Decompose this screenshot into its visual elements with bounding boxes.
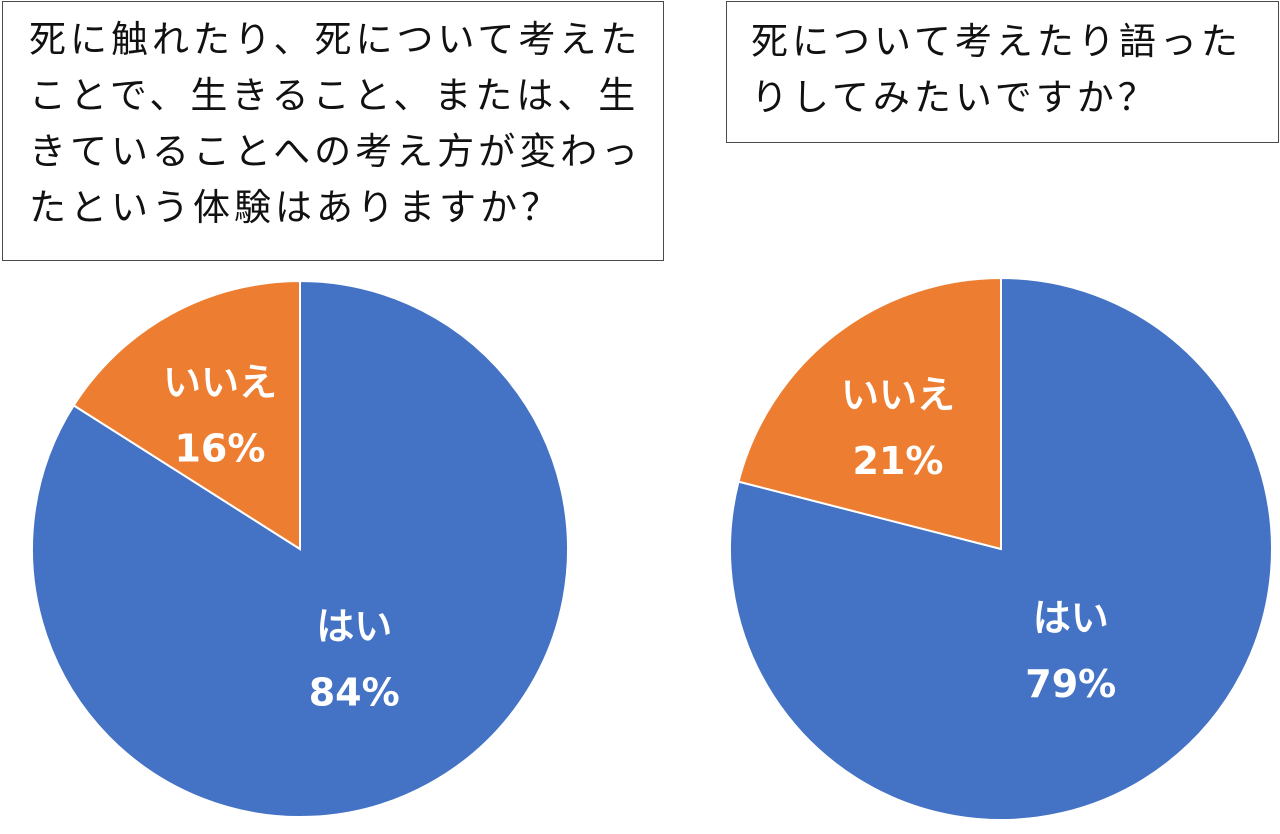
pie-slice-no bbox=[737, 276, 1002, 551]
pie-chart-2: はい 79% いいえ 21% bbox=[729, 276, 1273, 821]
slice-value-no: 16% bbox=[174, 426, 265, 470]
pie-slice-no bbox=[72, 279, 301, 551]
pie-chart-1: はい 84% いいえ 16% bbox=[31, 279, 569, 818]
question-text-2: 死について考えたり語ったりしてみたいですか？ bbox=[751, 20, 1242, 119]
slice-value-yes: 84% bbox=[309, 671, 400, 715]
question-box-2: 死について考えたり語ったりしてみたいですか？ bbox=[726, 1, 1279, 143]
slice-label-yes: はい bbox=[316, 605, 392, 649]
slice-value-no: 21% bbox=[853, 439, 944, 483]
slice-label-no: いいえ bbox=[163, 360, 277, 404]
slice-value-yes: 79% bbox=[1025, 662, 1116, 706]
slice-label-no: いいえ bbox=[841, 373, 955, 417]
pie-slice-yes bbox=[729, 276, 1273, 821]
question-box-1: 死に触れたり、死について考えたことで、生きること、または、生きていることへの考え… bbox=[2, 1, 664, 261]
question-text-1: 死に触れたり、死について考えたことで、生きること、または、生きていることへの考え… bbox=[29, 18, 643, 229]
slice-label-yes: はい bbox=[1033, 596, 1109, 640]
